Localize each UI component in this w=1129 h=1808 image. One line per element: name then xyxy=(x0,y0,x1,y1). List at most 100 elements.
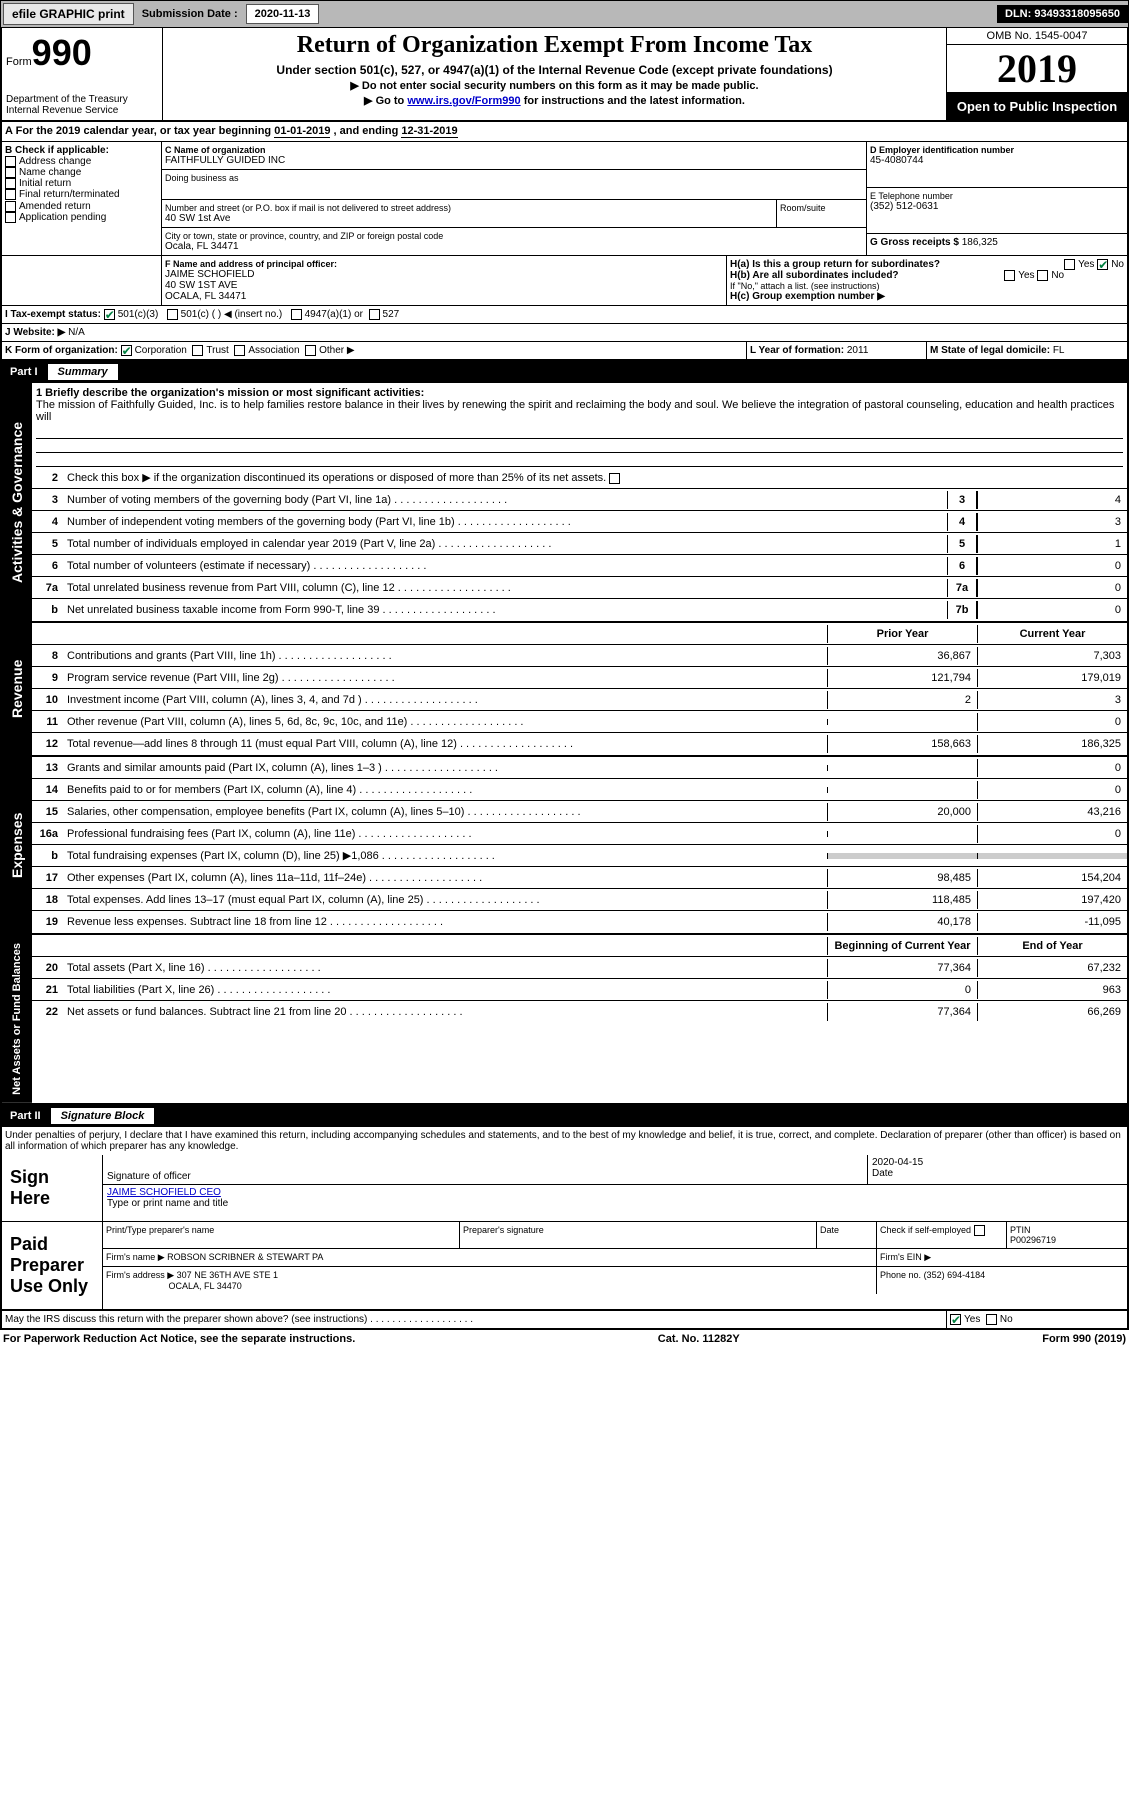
subdate-value: 2020-11-13 xyxy=(246,4,320,24)
tab-expenses: Expenses xyxy=(2,757,32,933)
header-block: Form990 Department of the Treasury Inter… xyxy=(0,28,1129,122)
gov-line-5: 5Total number of individuals employed in… xyxy=(32,533,1127,555)
footer-left: For Paperwork Reduction Act Notice, see … xyxy=(3,1333,355,1345)
line-j: J Website: ▶ N/A xyxy=(0,324,1129,342)
gov-line-4: 4Number of independent voting members of… xyxy=(32,511,1127,533)
ptin: P00296719 xyxy=(1010,1235,1124,1245)
ein: 45-4080744 xyxy=(870,155,1124,166)
cb-initial[interactable] xyxy=(5,178,16,189)
g-label: G Gross receipts $ xyxy=(870,237,959,248)
cb-discuss-yes[interactable] xyxy=(950,1314,961,1325)
tab-revenue: Revenue xyxy=(2,623,32,755)
city: Ocala, FL 34471 xyxy=(165,241,863,252)
col-curr: Current Year xyxy=(977,625,1127,643)
l-label: L Year of formation: xyxy=(750,345,844,356)
hb-note: If "No," attach a list. (see instruction… xyxy=(730,281,1124,291)
line-10: 10Investment income (Part VIII, column (… xyxy=(32,689,1127,711)
domicile: FL xyxy=(1053,345,1065,356)
cb-address-change[interactable] xyxy=(5,156,16,167)
c-name-label: C Name of organization xyxy=(165,145,863,155)
officer-street: 40 SW 1ST AVE xyxy=(165,280,723,291)
line-a: A For the 2019 calendar year, or tax yea… xyxy=(0,122,1129,142)
cb-hb-no[interactable] xyxy=(1037,270,1048,281)
cb-hb-yes[interactable] xyxy=(1004,270,1015,281)
efile-btn[interactable]: efile GRAPHIC print xyxy=(3,3,134,25)
i-opt-0: 501(c)(3) xyxy=(118,309,159,320)
line-i: I Tax-exempt status: 501(c)(3) 501(c) ( … xyxy=(0,306,1129,324)
sig-label: Signature of officer xyxy=(107,1171,191,1182)
line-a-mid: , and ending xyxy=(330,125,401,137)
line-a-text: For the 2019 calendar year, or tax year … xyxy=(16,125,275,137)
check-se-label: Check if self-employed xyxy=(880,1225,971,1235)
line-8: 8Contributions and grants (Part VIII, li… xyxy=(32,645,1127,667)
i-opt-2: 4947(a)(1) or xyxy=(305,309,363,320)
form-title: Return of Organization Exempt From Incom… xyxy=(167,32,942,59)
line2-text: Check this box ▶ if the organization dis… xyxy=(67,472,606,484)
cb-4947[interactable] xyxy=(291,309,302,320)
city-label: City or town, state or province, country… xyxy=(165,231,863,241)
ha-label: H(a) Is this a group return for subordin… xyxy=(730,259,940,270)
cb-other[interactable] xyxy=(305,345,316,356)
section-expenses: Expenses 13Grants and similar amounts pa… xyxy=(0,757,1129,935)
b-opt-0: Address change xyxy=(19,156,91,167)
org-name: FAITHFULLY GUIDED INC xyxy=(165,155,863,166)
line-11: 11Other revenue (Part VIII, column (A), … xyxy=(32,711,1127,733)
cb-501c[interactable] xyxy=(167,309,178,320)
cb-final[interactable] xyxy=(5,189,16,200)
line-18: 18Total expenses. Add lines 13–17 (must … xyxy=(32,889,1127,911)
cb-name-change[interactable] xyxy=(5,167,16,178)
b-label: B Check if applicable: xyxy=(5,145,158,156)
i-label: I Tax-exempt status: xyxy=(5,309,101,320)
part2-title: Signature Block xyxy=(51,1108,155,1124)
part1-bar: Part I Summary xyxy=(0,361,1129,383)
cb-501c3[interactable] xyxy=(104,309,115,320)
firm-addr-label: Firm's address ▶ xyxy=(106,1270,174,1280)
b-opt-2: Initial return xyxy=(19,178,71,189)
line-klm: K Form of organization: Corporation Trus… xyxy=(0,342,1129,361)
cb-ha-no[interactable] xyxy=(1097,259,1108,270)
firm-name-label: Firm's name ▶ xyxy=(106,1252,165,1262)
sign-here: Sign Here xyxy=(2,1155,102,1221)
b-opt-5: Application pending xyxy=(19,212,106,223)
dept: Department of the Treasury Internal Reve… xyxy=(6,94,158,116)
officer-sig-name[interactable]: JAIME SCHOFIELD CEO xyxy=(107,1187,1123,1198)
form-prefix: Form xyxy=(6,56,32,68)
d-label: D Employer identification number xyxy=(870,145,1124,155)
instr2-post: for instructions and the latest informat… xyxy=(521,95,745,107)
prep-phone: (352) 694-4184 xyxy=(924,1270,986,1280)
b-opt-3: Final return/terminated xyxy=(19,190,120,201)
cb-ha-yes[interactable] xyxy=(1064,259,1075,270)
k-label: K Form of organization: xyxy=(5,345,118,356)
k-opt-0: Corporation xyxy=(135,345,187,356)
officer-name: JAIME SCHOFIELD xyxy=(165,269,723,280)
form990-link[interactable]: www.irs.gov/Form990 xyxy=(407,95,520,107)
prep-date-label: Date xyxy=(817,1222,877,1248)
cb-self-emp[interactable] xyxy=(974,1225,985,1236)
hb-label: H(b) Are all subordinates included? xyxy=(730,270,899,281)
cb-discuss-no[interactable] xyxy=(986,1314,997,1325)
gov-line-7a: 7aTotal unrelated business revenue from … xyxy=(32,577,1127,599)
cb-pending[interactable] xyxy=(5,212,16,223)
cb-line2[interactable] xyxy=(609,473,620,484)
gov-line-6: 6Total number of volunteers (estimate if… xyxy=(32,555,1127,577)
website: N/A xyxy=(68,327,85,338)
street-label: Number and street (or P.O. box if mail i… xyxy=(165,203,773,213)
paid-preparer: Paid Preparer Use Only xyxy=(2,1222,102,1309)
cb-527[interactable] xyxy=(369,309,380,320)
officer-city: OCALA, FL 34471 xyxy=(165,291,723,302)
cb-assoc[interactable] xyxy=(234,345,245,356)
line-19: 19Revenue less expenses. Subtract line 1… xyxy=(32,911,1127,933)
phone: (352) 512-0631 xyxy=(870,201,1124,212)
sign-date: 2020-04-15 xyxy=(872,1157,1123,1168)
public-inspection: Open to Public Inspection xyxy=(947,93,1127,120)
b-opt-4: Amended return xyxy=(19,201,91,212)
cb-amended[interactable] xyxy=(5,201,16,212)
col-prior: Prior Year xyxy=(827,625,977,643)
footer-right: Form 990 (2019) xyxy=(1042,1333,1126,1345)
cb-trust[interactable] xyxy=(192,345,203,356)
e-label: E Telephone number xyxy=(870,191,1124,201)
cb-corp[interactable] xyxy=(121,345,132,356)
line-16a: 16aProfessional fundraising fees (Part I… xyxy=(32,823,1127,845)
line-9: 9Program service revenue (Part VIII, lin… xyxy=(32,667,1127,689)
form-number: 990 xyxy=(32,32,92,73)
